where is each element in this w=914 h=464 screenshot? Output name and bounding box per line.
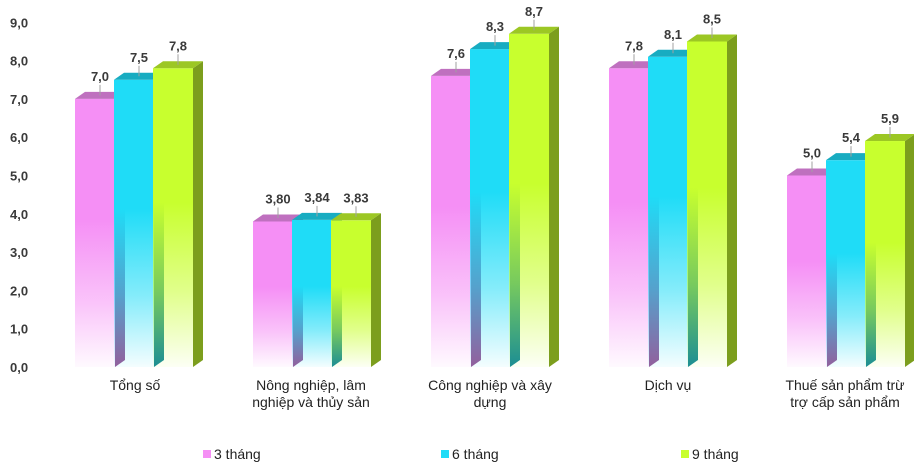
bar-side [549,26,559,367]
bar-side [371,213,381,367]
bar-side [193,61,203,367]
data-label: 3,80 [265,191,290,206]
y-tick-label: 6,0 [10,130,28,145]
category-label: Tổng số [110,377,161,393]
y-tick-label: 2,0 [10,283,28,298]
bar [787,175,827,367]
bar-side [905,134,914,367]
y-tick-label: 7,0 [10,92,28,107]
y-tick-label: 5,0 [10,169,28,184]
bar [153,68,193,367]
y-tick-label: 1,0 [10,322,28,337]
y-tick-label: 3,0 [10,245,28,260]
legend-label: 6 tháng [452,446,499,462]
bar [470,49,510,368]
bar [687,41,727,367]
data-label: 8,5 [703,11,721,26]
legend-swatch [441,450,449,458]
bar [648,56,688,368]
data-label: 8,1 [664,27,682,42]
bar [609,68,649,367]
bar [331,220,371,367]
bar [292,219,332,367]
data-label: 7,8 [169,38,187,53]
bar [509,33,549,367]
data-label: 5,0 [803,146,821,161]
data-label: 7,5 [130,50,148,65]
y-tick-label: 9,0 [10,15,28,30]
category-label: Công nghiệp và xây dựng [428,377,552,410]
y-tick-label: 0,0 [10,360,28,375]
y-tick-label: 8,0 [10,54,28,69]
legend-label: 3 tháng [214,446,261,462]
data-label: 5,4 [842,130,861,145]
bar [431,75,471,368]
category-label: Thuế sản phẩm trừ trợ cấp sản phẩm [785,377,904,410]
data-label: 7,0 [91,69,109,84]
legend-swatch [203,450,211,458]
bar [114,79,154,367]
bar [826,160,866,367]
data-label: 8,3 [486,19,504,34]
category-label: Dịch vụ [645,377,692,393]
data-label: 7,6 [447,46,465,61]
category-label: Nông nghiệp, lâm nghiệp và thủy sản [252,377,370,410]
legend-label: 9 tháng [692,446,739,462]
legend-swatch [681,450,689,458]
bar [75,98,115,368]
data-label: 8,7 [525,4,543,19]
data-label: 3,83 [343,190,368,205]
bar-side [727,34,737,367]
bar [865,141,905,367]
data-label: 7,8 [625,38,643,53]
data-label: 3,84 [304,190,330,205]
data-label: 5,9 [881,111,899,126]
y-tick-label: 4,0 [10,207,28,222]
bar [253,221,293,367]
